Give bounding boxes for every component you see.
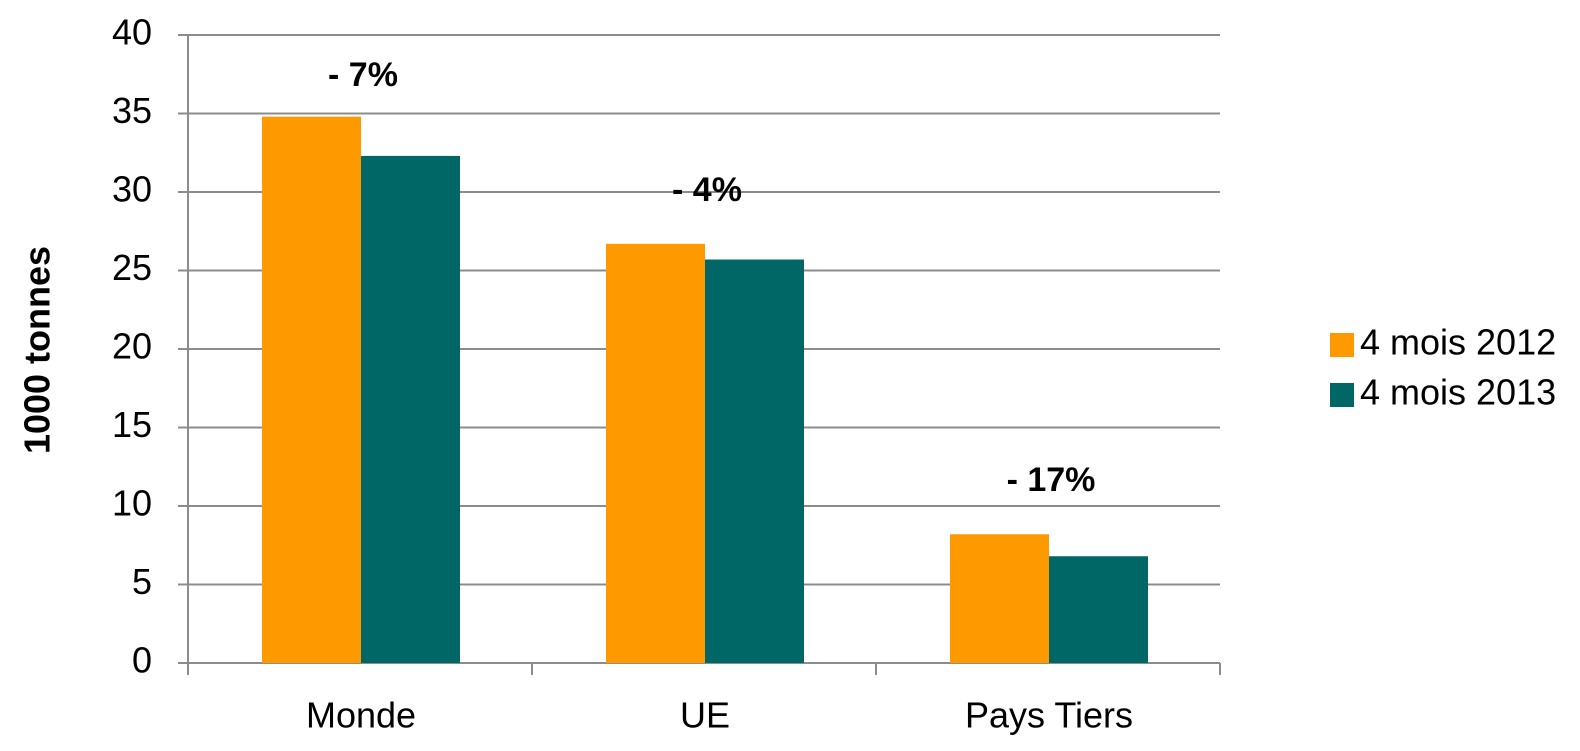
y-tick-label: 30	[112, 169, 152, 210]
legend-label: 4 mois 2012	[1360, 322, 1556, 363]
legend-swatch	[1330, 333, 1354, 357]
y-axis-label: 1000 tonnes	[17, 246, 58, 454]
legend-label: 4 mois 2013	[1360, 372, 1556, 413]
bar	[361, 155, 460, 663]
x-tick-label: Pays Tiers	[965, 695, 1133, 736]
x-tick-label: UE	[680, 695, 730, 736]
y-tick-label: 20	[112, 326, 152, 367]
y-tick-label: 40	[112, 12, 152, 53]
y-tick-label: 35	[112, 90, 152, 131]
y-tick-label: 25	[112, 247, 152, 288]
bar	[606, 243, 705, 663]
bar	[262, 116, 361, 663]
annotation: - 17%	[1007, 461, 1096, 499]
legend-swatch	[1330, 383, 1354, 407]
x-tick-label: Monde	[306, 695, 416, 736]
bar	[705, 259, 804, 663]
bar	[1049, 556, 1148, 663]
annotation: - 4%	[672, 171, 742, 209]
annotation: - 7%	[328, 56, 398, 94]
y-tick-label: 0	[132, 640, 152, 681]
y-tick-label: 5	[132, 561, 152, 602]
y-tick-label: 10	[112, 483, 152, 524]
bar	[950, 534, 1049, 663]
y-tick-label: 15	[112, 404, 152, 445]
